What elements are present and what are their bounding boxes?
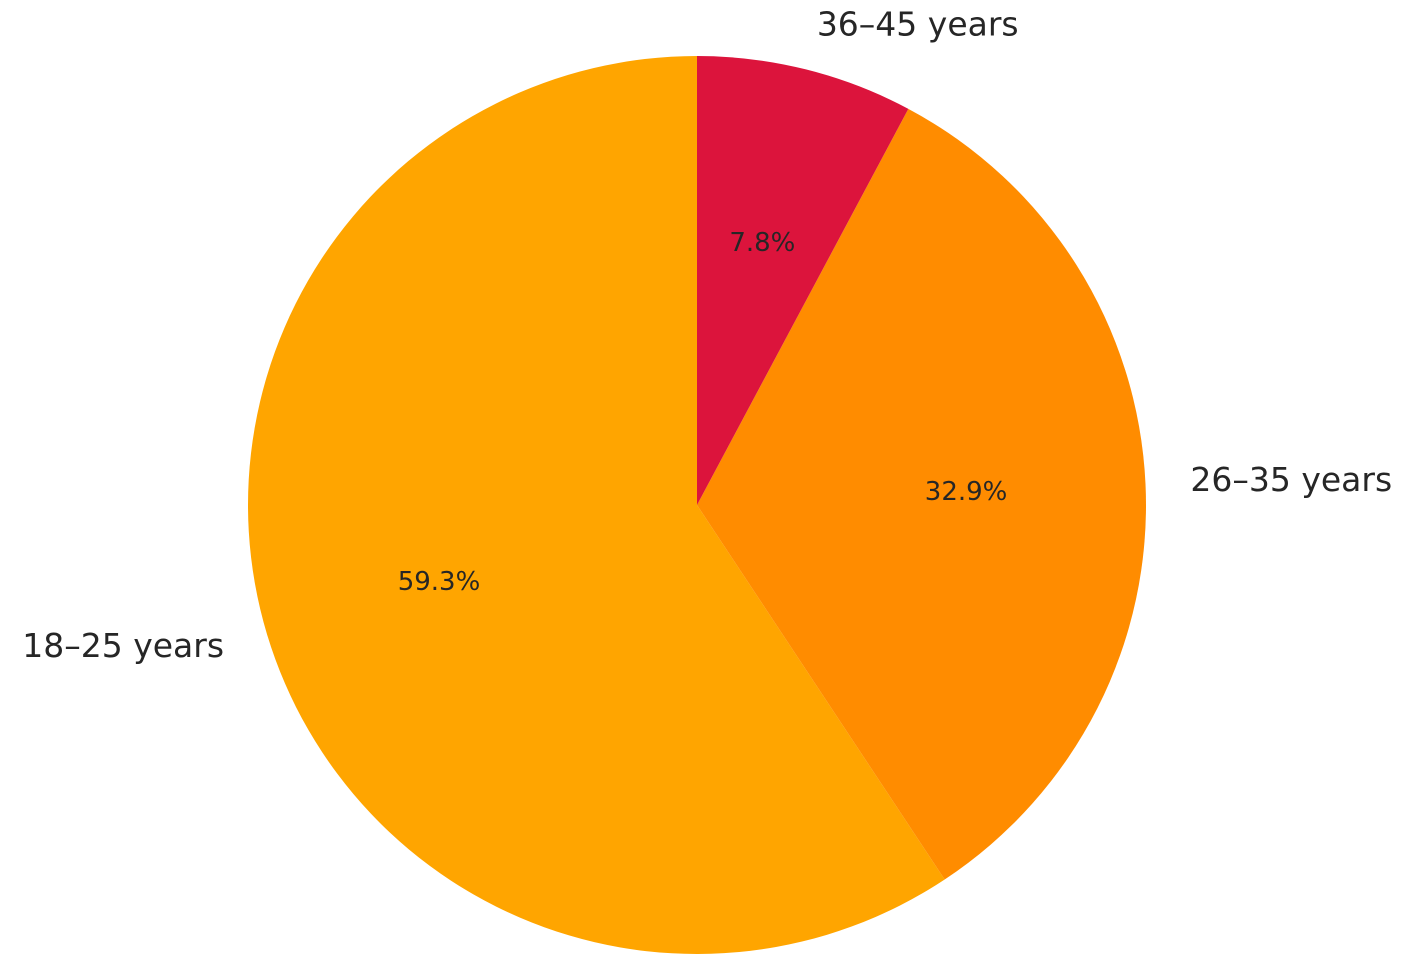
- pie-slice: [697, 56, 909, 505]
- value-label: 32.9%: [925, 477, 1008, 507]
- slice-label: 36–45 years: [817, 4, 1019, 43]
- pie-slice: [697, 108, 1146, 880]
- slice-label: 18–25 years: [22, 626, 224, 665]
- value-label: 59.3%: [398, 567, 481, 597]
- slice-label: 26–35 years: [1190, 460, 1392, 499]
- value-label: 7.8%: [729, 228, 795, 258]
- pie-slice: [248, 56, 945, 954]
